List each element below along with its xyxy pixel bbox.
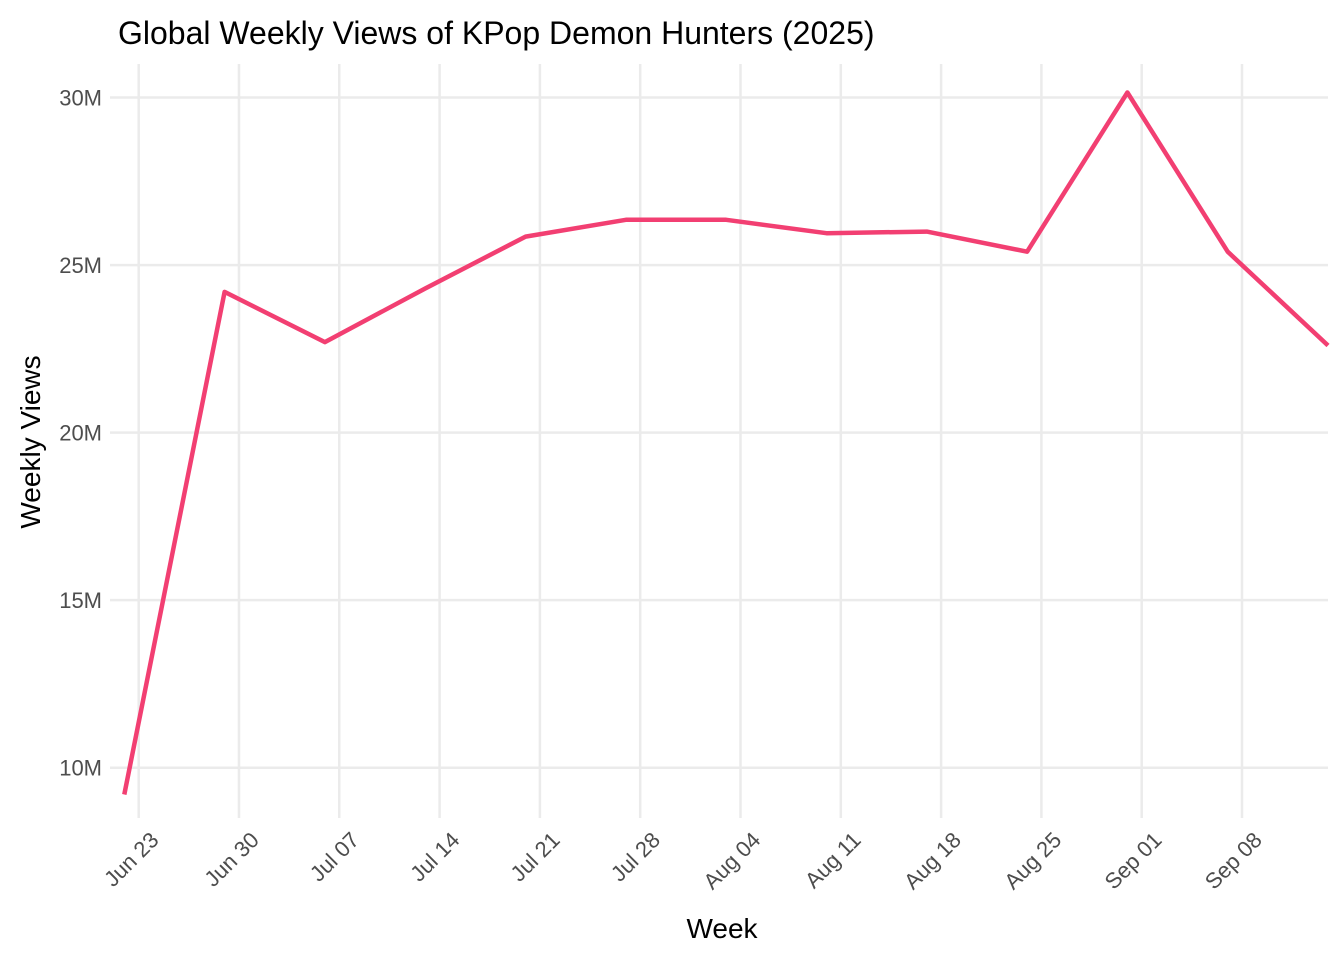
y-tick-label: 15M [59, 588, 102, 613]
y-tick-label: 30M [59, 86, 102, 111]
x-tick-label: Jun 30 [199, 827, 263, 891]
y-axis-title: Weekly Views [15, 355, 46, 528]
x-axis-ticks: Jun 23 Jun 30 Jul 07 Jul 14 Jul 21 Jul 28 Aug … [99, 827, 1267, 894]
x-tick-label: Aug 11 [800, 827, 866, 893]
x-tick-label: Sep 08 [1200, 827, 1267, 894]
x-tick-label: Aug 25 [999, 827, 1066, 894]
chart-title: Global Weekly Views of KPop Demon Hunter… [118, 15, 875, 51]
y-tick-label: 10M [59, 756, 102, 781]
x-tick-label: Jul 07 [305, 827, 364, 886]
x-tick-label: Sep 01 [1100, 827, 1167, 894]
y-axis-ticks: 10M 15M 20M 25M 30M [59, 86, 102, 781]
x-tick-label: Jul 14 [405, 827, 464, 886]
y-tick-label: 25M [59, 253, 102, 278]
series-line [122, 90, 1330, 795]
x-tick-label: Aug 04 [698, 827, 765, 894]
x-tick-label: Aug 18 [899, 827, 966, 894]
x-tick-label: Jun 23 [99, 827, 163, 891]
x-tick-label: Jul 21 [506, 827, 565, 886]
x-axis-title: Week [686, 913, 758, 944]
grid [110, 64, 1328, 818]
y-tick-label: 20M [59, 421, 102, 446]
x-tick-label: Jul 28 [606, 827, 665, 886]
series-layer [122, 90, 1330, 795]
